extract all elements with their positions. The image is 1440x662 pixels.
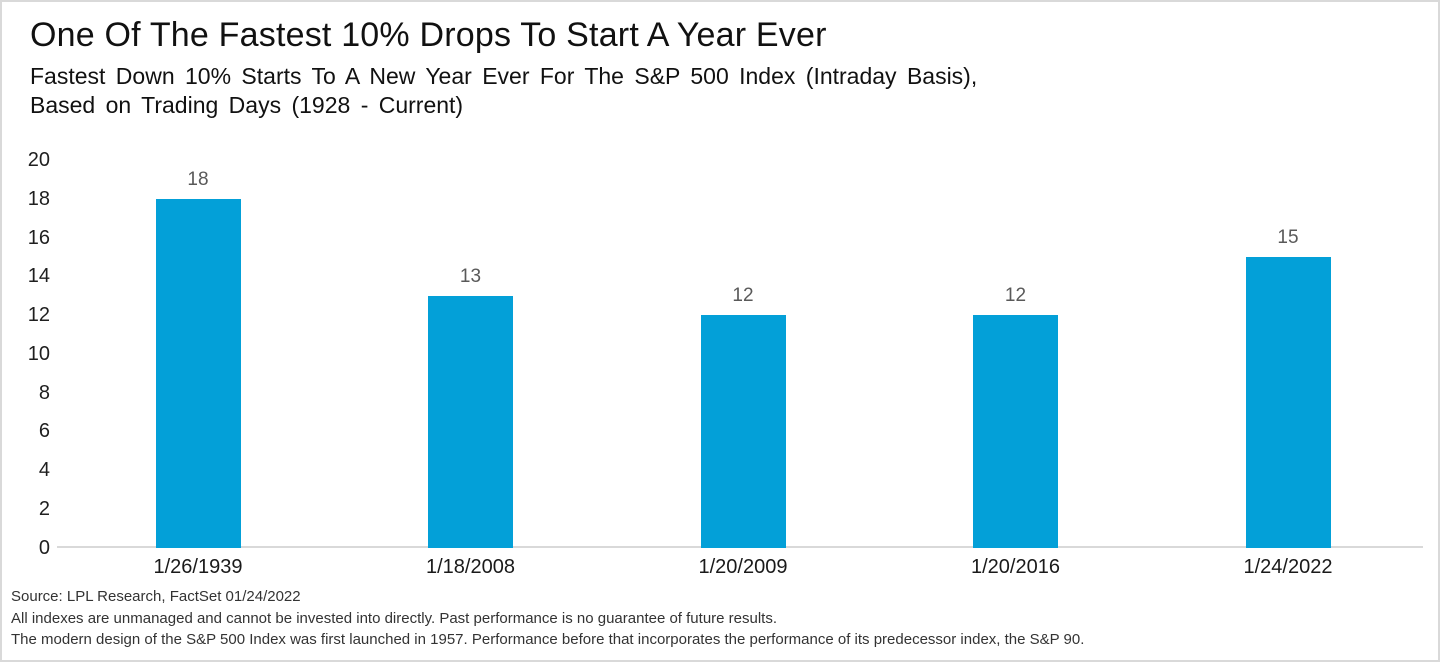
- chart-subtitle-line-1: Fastest Down 10% Starts To A New Year Ev…: [30, 63, 978, 89]
- bar-value-label: 13: [459, 265, 482, 287]
- y-axis-tick-label: 6: [38, 420, 50, 443]
- source-footer: Source: LPL Research, FactSet 01/24/2022…: [11, 586, 1084, 651]
- footer-source-line: Source: LPL Research, FactSet 01/24/2022: [11, 588, 301, 605]
- bar-value-label: 15: [1277, 226, 1299, 248]
- x-axis-category-label: 1/24/2022: [1243, 556, 1333, 578]
- y-axis-tick-label: 8: [38, 381, 50, 404]
- y-axis-tick-label: 0: [38, 536, 50, 559]
- x-axis-category-label: 1/20/2009: [698, 556, 788, 578]
- y-axis-tick-label: 10: [27, 342, 50, 365]
- bar: [428, 295, 513, 548]
- y-axis-tick-label: 12: [27, 304, 50, 326]
- y-axis-tick-label: 2: [38, 497, 50, 520]
- chart-subtitle-line-2: Based on Trading Days (1928 - Current): [30, 92, 464, 118]
- x-axis-category-label: 1/18/2008: [426, 556, 515, 578]
- bar-value-label: 18: [187, 168, 209, 190]
- bar: [973, 315, 1058, 548]
- y-axis-tick-label: 16: [27, 226, 50, 249]
- x-axis-category-label: 1/26/1939: [153, 556, 243, 578]
- y-axis-tick-label: 4: [38, 459, 50, 481]
- bar: [155, 198, 241, 548]
- chart-title: One Of The Fastest 10% Drops To Start A …: [30, 16, 827, 54]
- footer-disclaimer-line-1: All indexes are unmanaged and cannot be …: [11, 609, 778, 627]
- bar: [700, 315, 786, 548]
- bar-value-label: 12: [732, 285, 754, 306]
- y-axis-tick-label: 14: [27, 265, 50, 288]
- x-axis-category-label: 1/20/2016: [971, 556, 1060, 578]
- footer-disclaimer-line-2: The modern design of the S&P 500 Index w…: [11, 631, 1085, 648]
- bar: [1245, 256, 1331, 548]
- chart-subtitle: Fastest Down 10% Starts To A New Year Ev…: [30, 62, 977, 120]
- y-axis-tick-label: 20: [27, 149, 50, 171]
- y-axis-tick-label: 18: [27, 187, 50, 210]
- bar-value-label: 12: [1004, 285, 1027, 306]
